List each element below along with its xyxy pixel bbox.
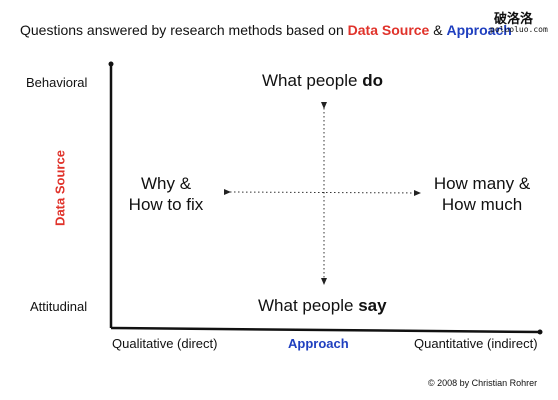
- quadrant-right-line2: How much: [441, 195, 523, 214]
- x-axis-title: Approach: [288, 336, 349, 351]
- quadrant-left-line2: How to fix: [128, 195, 204, 214]
- horizontal-dotted-arrow: [223, 188, 421, 196]
- x-axis-right-label: Quantitative (indirect): [414, 336, 538, 351]
- watermark-url: poluoluo.com: [490, 25, 548, 34]
- quadrant-bottom: What people say: [258, 295, 387, 316]
- quadrant-left-line1: Why &: [140, 174, 192, 193]
- y-axis-top-label: Behavioral: [26, 75, 88, 90]
- quadrant-bottom-emphasis: say: [358, 296, 387, 315]
- x-axis-line: [110, 326, 541, 334]
- quadrant-left: Why & How to fix: [118, 173, 214, 215]
- title-amp: &: [429, 22, 447, 38]
- title-prefix: Questions answered by research methods b…: [20, 22, 348, 38]
- title-approach: Approach: [446, 22, 512, 38]
- copyright-text: © 2008 by Christian Rohrer: [428, 378, 538, 388]
- title-data-source: Data Source: [347, 22, 430, 38]
- y-axis-title: Data Source: [52, 150, 68, 226]
- x-axis-right-dot: [537, 329, 543, 335]
- quadrant-top-text: What people: [262, 71, 363, 90]
- watermark-logo: 破洛洛 poluoluo.com: [490, 8, 556, 38]
- quadrant-right: How many & How much: [426, 173, 538, 215]
- x-axis-left-label: Qualitative (direct): [112, 336, 218, 351]
- quadrant-top: What people do: [262, 70, 383, 91]
- diagram-title: Questions answered by research methods b…: [20, 22, 512, 38]
- watermark-chinese: 破洛洛: [494, 12, 534, 27]
- y-axis-bottom-label: Attitudinal: [30, 299, 88, 314]
- quadrant-right-line1: How many &: [433, 174, 531, 193]
- quadrant-bottom-text: What people: [258, 296, 359, 315]
- y-axis-top-dot: [108, 61, 114, 67]
- quadrant-top-emphasis: do: [362, 71, 383, 90]
